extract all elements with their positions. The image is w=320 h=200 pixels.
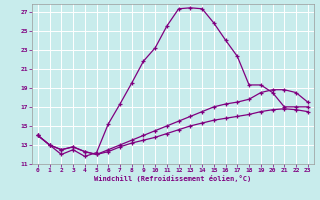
X-axis label: Windchill (Refroidissement éolien,°C): Windchill (Refroidissement éolien,°C) [94,175,252,182]
